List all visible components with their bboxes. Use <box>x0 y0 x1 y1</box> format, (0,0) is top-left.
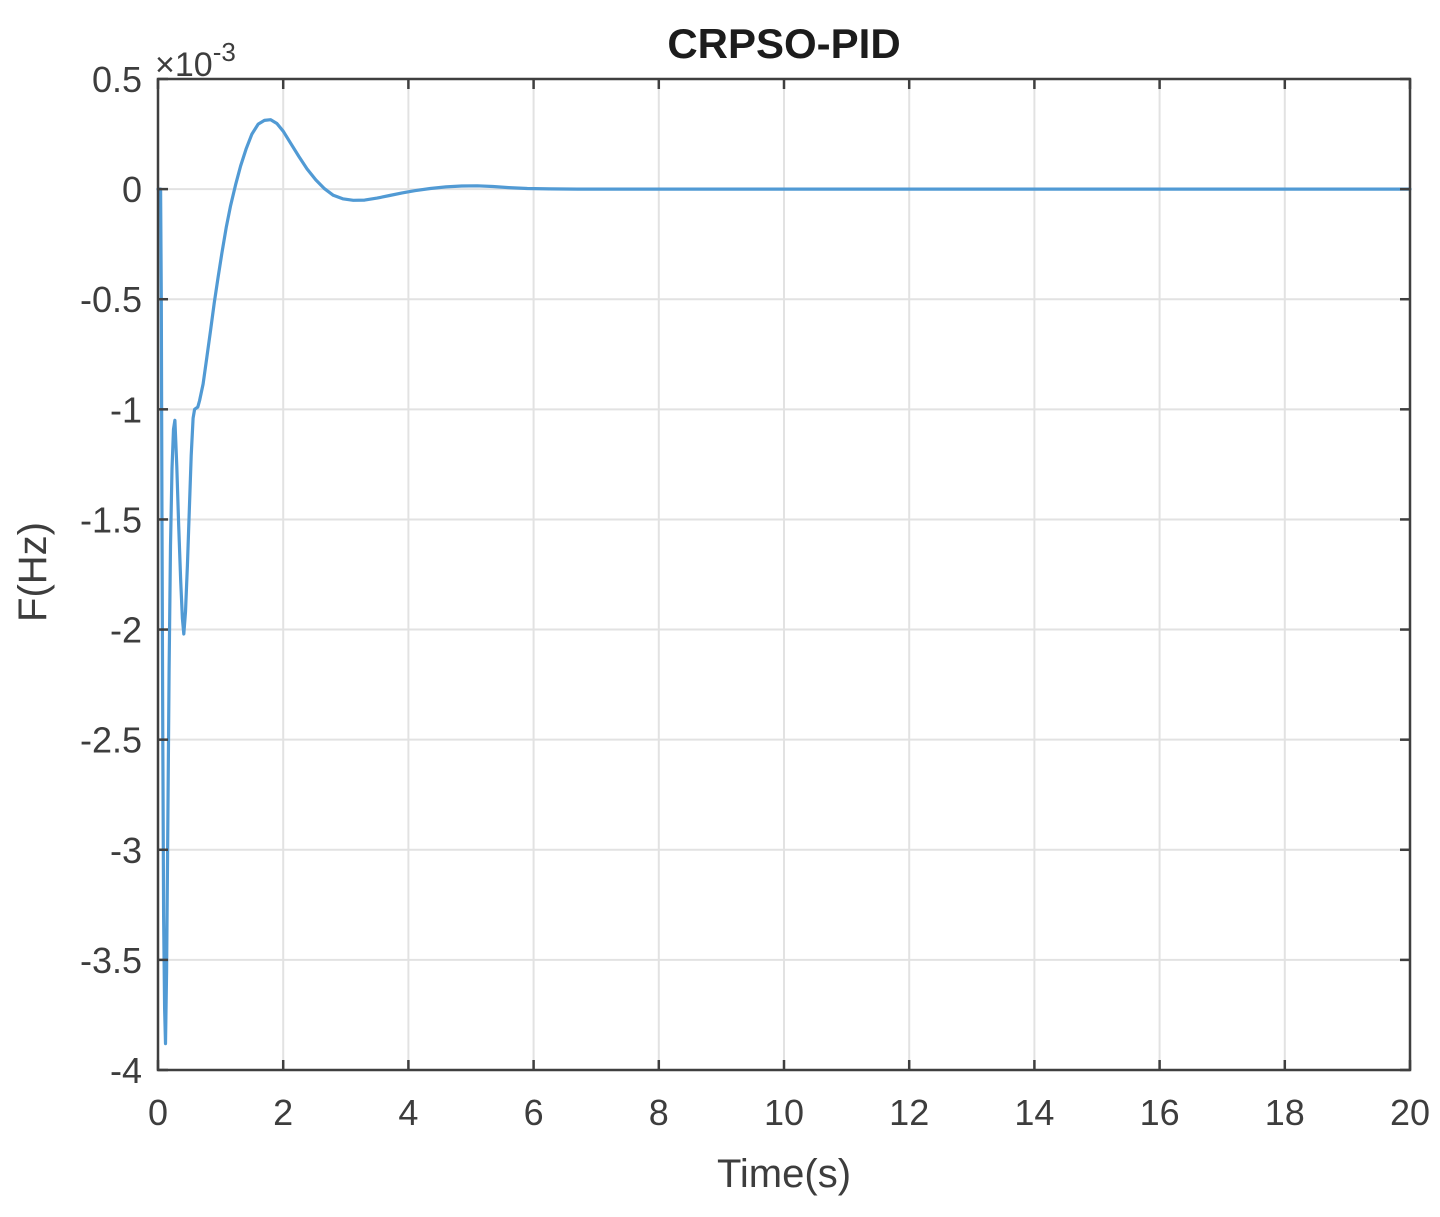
curve-layer <box>156 118 1412 1046</box>
x-tick-label: 20 <box>1390 1092 1430 1133</box>
y-tick-label: -3.5 <box>80 940 142 981</box>
tick-labels: 0 2 4 6 8 10 12 14 16 18 20 0.5 0 -0.5 -1 -1.5 -2 -2.5 -3 -… <box>80 59 1430 1133</box>
y-tick-label: -2 <box>110 610 142 651</box>
y-tick-label: -3 <box>110 830 142 871</box>
x-tick-label: 4 <box>398 1092 418 1133</box>
series-line-crpso-pid <box>156 118 1412 1046</box>
x-tick-label: 14 <box>1014 1092 1054 1133</box>
x-tick-label: 0 <box>148 1092 168 1133</box>
x-tick-label: 10 <box>764 1092 804 1133</box>
x-tick-label: 16 <box>1140 1092 1180 1133</box>
y-tick-label: -4 <box>110 1050 142 1091</box>
y-tick-label: -1 <box>110 389 142 430</box>
x-tick-label: 2 <box>273 1092 293 1133</box>
y-axis-label: F(Hz) <box>11 522 55 622</box>
y-tick-label: -1.5 <box>80 499 142 540</box>
x-tick-label: 12 <box>889 1092 929 1133</box>
x-tick-label: 18 <box>1265 1092 1305 1133</box>
y-tick-label: -0.5 <box>80 279 142 320</box>
x-axis-label: Time(s) <box>717 1152 851 1196</box>
tick-marks <box>156 77 1412 1072</box>
x-tick-label: 6 <box>524 1092 544 1133</box>
y-tick-label: 0 <box>122 169 142 210</box>
chart-title: CRPSO-PID <box>667 20 900 67</box>
y-tick-label: -2.5 <box>80 720 142 761</box>
y-tick-label: 0.5 <box>92 59 142 100</box>
grid-layer <box>158 79 1410 1070</box>
y-scale-base: ×10 <box>155 46 213 84</box>
y-scale-multiplier: ×10-3 <box>155 37 236 84</box>
y-scale-exponent: -3 <box>213 37 236 67</box>
x-tick-label: 8 <box>649 1092 669 1133</box>
